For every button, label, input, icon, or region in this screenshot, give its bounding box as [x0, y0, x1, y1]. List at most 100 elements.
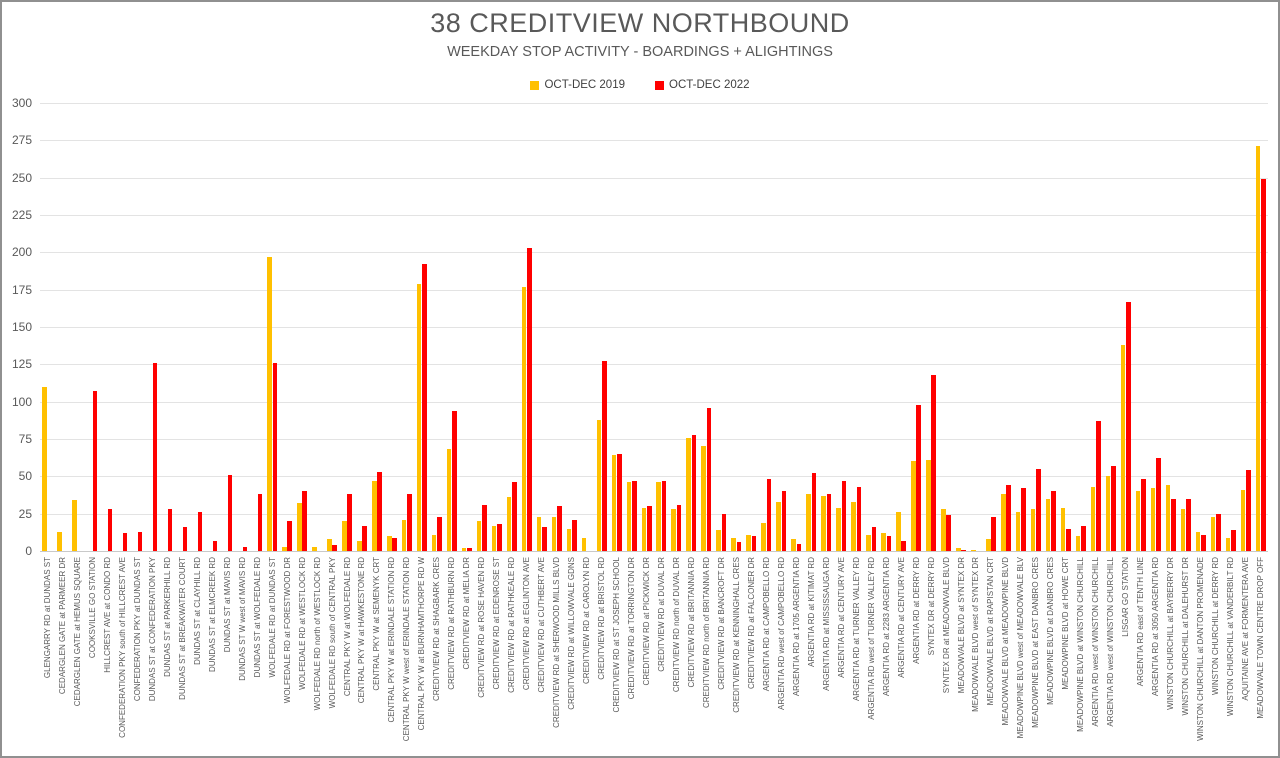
gridline	[40, 252, 1268, 254]
bar-2022	[751, 536, 757, 551]
y-axis-tick-label: 275	[11, 133, 32, 148]
bar-2022	[482, 504, 487, 551]
x-axis-label: CREDITVIEW RD at EGLINTON AVE	[522, 557, 532, 691]
bar-2022	[601, 361, 607, 551]
bar-2022	[467, 548, 472, 551]
bar-2022	[991, 516, 996, 551]
bar-2019	[761, 522, 766, 551]
bar-2019	[1045, 498, 1051, 551]
x-axis-label: ARGENTIA RD west of WINSTON CHURCHILL	[1106, 557, 1116, 727]
bar-2022	[347, 494, 352, 551]
bar-2019	[626, 482, 632, 551]
bar-2019	[611, 455, 617, 551]
legend-entry-2019: OCT-DEC 2019	[530, 79, 625, 91]
bar-2022	[92, 391, 98, 551]
bar-2022	[886, 536, 892, 551]
bar-2019	[297, 503, 302, 551]
bar-2022	[1006, 485, 1011, 551]
bar-2022	[706, 407, 712, 551]
x-axis-label: MEADOWPINE BLVD at EAST DANBRO CRES	[1031, 557, 1041, 728]
x-axis-label: MEADOWVALE BLVD at RAPISTAN CRT	[986, 557, 996, 706]
bar-2022	[1096, 421, 1101, 551]
bar-2022	[1051, 491, 1056, 551]
gridline	[40, 476, 1268, 478]
bar-2019	[551, 516, 557, 551]
x-axis-label: CEDARGLEN GATE at HEMUS SQUARE	[72, 557, 82, 707]
legend-label-2019: OCT-DEC 2019	[544, 79, 625, 91]
bar-2022	[1230, 530, 1236, 551]
bar-2019	[506, 497, 512, 551]
y-axis-tick-label: 125	[11, 357, 32, 372]
bar-2019	[1150, 488, 1156, 551]
x-axis-label: CREDITVIEW RD at SHERWOOD MILLS BLVD	[552, 557, 562, 728]
bar-2019	[641, 507, 647, 551]
x-axis-label: ARGENTIA RD at KITIMAT RD	[806, 557, 816, 667]
bar-2019	[1000, 494, 1006, 551]
bar-2022	[422, 264, 427, 551]
bar-2019	[1030, 509, 1036, 551]
x-axis-label: CENTRAL PKY W at SEMENYK CRT	[372, 557, 382, 691]
bar-2022	[1036, 468, 1041, 551]
bar-2022	[826, 494, 832, 551]
bar-2019	[985, 539, 991, 551]
x-axis-label: CREDITVIEW RD at RATHKEALE RD	[507, 557, 517, 693]
bar-2019	[431, 534, 437, 551]
y-axis-tick-label: 100	[11, 394, 32, 409]
bar-2022	[781, 491, 787, 551]
bar-2019	[312, 546, 317, 551]
bar-2019	[42, 386, 48, 551]
bar-2019	[1075, 536, 1081, 551]
bar-2022	[227, 474, 233, 551]
bar-2019	[57, 531, 63, 551]
bar-2022	[661, 480, 667, 551]
bar-2019	[1120, 344, 1126, 551]
x-axis-label: DUNDAS ST at CONFEDERATION PKY	[147, 557, 157, 702]
bar-2022	[1021, 488, 1026, 551]
x-axis-label: CREDITVIEW RD at BRITANNIA RD	[686, 557, 696, 688]
gridline	[40, 289, 1268, 291]
gridline	[40, 401, 1268, 403]
bar-2022	[527, 247, 532, 551]
gridline	[40, 327, 1268, 328]
bar-2022	[946, 515, 952, 551]
bar-2019	[1225, 537, 1231, 551]
x-axis-label: WOLFEDALE RD at DUNDAS ST	[267, 557, 277, 678]
gridline	[40, 513, 1268, 515]
bar-2019	[282, 546, 287, 551]
bar-2019	[806, 494, 811, 551]
bar-2022	[691, 434, 697, 551]
x-axis-label: CEDARGLEN GATE at PARMEER DR	[57, 557, 67, 695]
x-axis-label: ARGENTIA RD west of CAMPOBELLO RD	[776, 557, 786, 710]
bar-2022	[1066, 528, 1071, 551]
y-axis-tick-label: 150	[11, 320, 32, 334]
x-axis-label: GLENGARRY RD at DUNDAS ST	[42, 557, 52, 679]
bar-2019	[866, 534, 871, 551]
x-axis-label: WOLFEDALE RD at WESTLOCK RD	[297, 557, 307, 690]
x-axis-label: CENTRAL PKY W at WOLFEDALE RD	[342, 557, 352, 697]
x-axis-label: CREDITVIEW RD at TORRINGTON DR	[627, 557, 637, 700]
bar-2022	[212, 540, 218, 551]
bar-2022	[676, 504, 682, 551]
bar-2019	[342, 521, 347, 551]
chart-subtitle: WEEKDAY STOP ACTIVITY - BOARDINGS + ALIG…	[447, 44, 833, 60]
x-axis-label: SYNTEX DR at DERRY RD	[926, 557, 936, 656]
gridline	[40, 551, 1268, 552]
x-axis-label: DUNDAS ST at ELMCREEK RD	[207, 557, 217, 672]
x-axis-label: DUNDAS ST at PARKERHILL RD	[162, 557, 172, 677]
x-axis-label: WINSTON CHURCHILL at DALEHURST DR	[1181, 557, 1191, 716]
bar-2022	[332, 545, 338, 551]
bar-2022	[197, 512, 203, 551]
x-axis-label: CREDITVIEW RD at BANCROFT DR	[716, 557, 726, 690]
bar-2022	[257, 494, 263, 551]
bar-2019	[686, 437, 692, 551]
x-axis-label: MEADOWPINE BLVD west of MEADOWVALE BLV	[1016, 557, 1026, 739]
bar-2022	[631, 480, 637, 551]
bar-2019	[671, 509, 677, 551]
bar-2019	[656, 482, 662, 551]
bar-2022	[766, 479, 772, 551]
bar-2022	[856, 486, 862, 551]
x-axis-label: ARGENTIA RD at 1705 ARGENTIA RD	[791, 557, 801, 697]
x-axis-label: CREDITVIEW RD at DUVAL DR	[656, 557, 666, 672]
gridline	[40, 177, 1268, 179]
